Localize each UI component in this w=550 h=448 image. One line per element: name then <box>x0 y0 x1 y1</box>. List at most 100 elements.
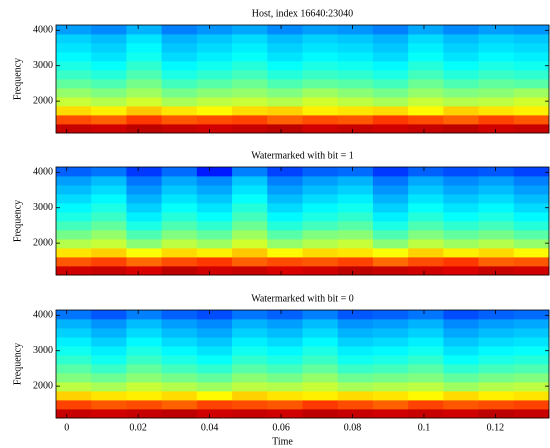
cell <box>408 203 444 213</box>
cell <box>161 310 198 320</box>
cell <box>232 25 268 35</box>
cell <box>56 328 92 338</box>
cell <box>91 346 127 356</box>
axes-frame <box>55 309 550 419</box>
cell <box>337 185 374 195</box>
cell <box>513 212 550 222</box>
cell <box>196 391 233 401</box>
cell <box>232 364 268 374</box>
cell <box>337 124 374 134</box>
cell <box>337 257 374 267</box>
cell <box>302 239 339 249</box>
cell <box>408 70 444 80</box>
x-tick-label: 0.06 <box>272 422 290 433</box>
cell <box>161 25 198 35</box>
cell <box>196 88 233 98</box>
cell <box>56 248 92 258</box>
cell <box>478 337 515 347</box>
cell <box>161 337 198 347</box>
cell <box>267 79 303 89</box>
cell <box>337 248 374 258</box>
cell <box>513 194 550 204</box>
cell <box>372 346 409 356</box>
cell <box>372 400 409 410</box>
cell <box>513 230 550 240</box>
cell <box>478 310 515 320</box>
cell <box>126 52 163 62</box>
cell <box>267 212 303 222</box>
cell <box>372 34 409 44</box>
cell <box>302 88 339 98</box>
cell <box>478 25 515 35</box>
cell <box>161 34 198 44</box>
cell <box>91 391 127 401</box>
cell <box>478 97 515 107</box>
cell <box>91 310 127 320</box>
cell <box>337 194 374 204</box>
cell <box>267 364 303 374</box>
cell <box>56 346 92 356</box>
cell <box>161 124 198 134</box>
cell <box>337 373 374 383</box>
cell <box>161 400 198 410</box>
cell <box>161 239 198 249</box>
y-axis-label: Frequency <box>12 200 23 242</box>
y-tick-label: 4000 <box>33 310 53 321</box>
cell <box>196 185 233 195</box>
cell <box>443 194 479 204</box>
cell <box>126 266 163 276</box>
cell <box>126 61 163 71</box>
cell <box>513 337 550 347</box>
cell <box>302 194 339 204</box>
cell <box>91 52 127 62</box>
cell <box>513 391 550 401</box>
cell <box>196 97 233 107</box>
cell <box>56 364 92 374</box>
cell <box>232 167 268 177</box>
cell <box>337 52 374 62</box>
cell <box>302 34 339 44</box>
cell <box>337 61 374 71</box>
cell <box>232 124 268 134</box>
cell <box>196 176 233 186</box>
cell <box>408 43 444 53</box>
cell <box>232 70 268 80</box>
cell <box>161 79 198 89</box>
cell <box>478 346 515 356</box>
cell <box>126 115 163 125</box>
cell <box>267 337 303 347</box>
cell <box>372 52 409 62</box>
cell <box>513 382 550 392</box>
cell <box>443 230 479 240</box>
cell <box>161 185 198 195</box>
cell <box>372 203 409 213</box>
cell <box>408 382 444 392</box>
cell <box>302 115 339 125</box>
cell <box>196 319 233 329</box>
cell <box>232 248 268 258</box>
cell <box>513 248 550 258</box>
cell <box>196 124 233 134</box>
cell <box>232 212 268 222</box>
cell <box>56 167 92 177</box>
cell <box>267 106 303 116</box>
cell <box>91 409 127 419</box>
cell <box>161 70 198 80</box>
cell <box>513 176 550 186</box>
cell <box>302 364 339 374</box>
y-tick-label: 2000 <box>33 237 53 248</box>
cell <box>478 43 515 53</box>
cell <box>267 167 303 177</box>
cell <box>478 373 515 383</box>
cell <box>232 337 268 347</box>
cell <box>126 328 163 338</box>
cell <box>196 328 233 338</box>
cell <box>126 355 163 365</box>
cell <box>196 248 233 258</box>
cell <box>408 25 444 35</box>
cell <box>337 266 374 276</box>
cell <box>267 203 303 213</box>
cell <box>126 310 163 320</box>
cell <box>372 43 409 53</box>
cell <box>408 97 444 107</box>
